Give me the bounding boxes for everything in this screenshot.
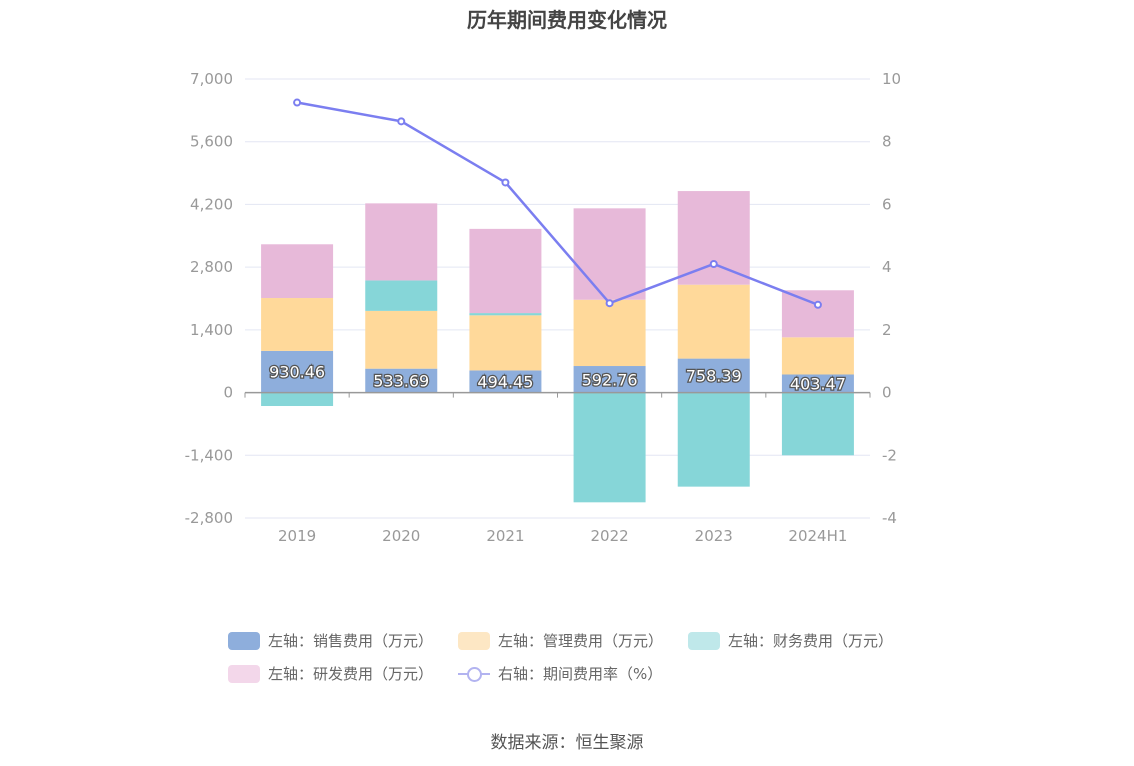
- bar-segment: [781, 374, 854, 393]
- data-label: 592.76: [582, 370, 638, 389]
- x-axis-tick-label: 2023: [695, 527, 733, 545]
- bar-segment: [261, 298, 334, 351]
- rate-point: [813, 300, 822, 309]
- left-axis-tick-label: 1,400: [190, 321, 233, 339]
- legend-label: 左轴：销售费用（万元）: [268, 632, 434, 650]
- legend-line-marker-icon: [458, 665, 490, 683]
- grid-layer: [245, 78, 870, 519]
- rate-line: [296, 101, 819, 306]
- data-label: 930.46: [269, 363, 325, 382]
- bar-segment: [677, 392, 750, 487]
- legend-label: 左轴：管理费用（万元）: [498, 632, 664, 650]
- bar-segment: [261, 392, 334, 407]
- bar-segment: [573, 299, 646, 367]
- legend-item[interactable]: 右轴：期间费用率（%）: [458, 663, 662, 684]
- data-label: 494.45: [477, 372, 533, 391]
- legend-item[interactable]: 左轴：管理费用（万元）: [458, 630, 663, 651]
- zero-axis-layer: [244, 391, 871, 398]
- bar-segment: [573, 208, 646, 300]
- axis-label-layer: 7,000 5,600 4,200 2,800 1,400 0 -1,400 -2,800 10…: [185, 70, 901, 545]
- right-axis-tick-label: 6: [882, 195, 892, 213]
- bar-segment: [469, 370, 542, 393]
- legend-swatch-icon: [458, 631, 490, 650]
- legend-swatch-icon: [688, 631, 720, 650]
- bar-segment: [677, 191, 750, 285]
- x-axis-tick-label: 2019: [278, 527, 316, 545]
- left-axis-tick-label: -2,800: [185, 509, 233, 527]
- legend-item[interactable]: 左轴：财务费用（万元）: [688, 630, 893, 651]
- bar-segment: [781, 337, 854, 375]
- right-axis-tick-label: 2: [882, 321, 892, 339]
- left-axis-tick-label: 4,200: [190, 195, 233, 213]
- bar-segment: [365, 203, 438, 281]
- legend-swatch-icon: [228, 664, 260, 683]
- data-label: 533.69: [373, 372, 429, 391]
- x-axis-tick-label: 2021: [486, 527, 524, 545]
- right-axis-tick-label: -4: [882, 509, 897, 527]
- x-axis-tick-label: 2020: [382, 527, 420, 545]
- data-label: 403.47: [790, 375, 846, 394]
- left-axis-tick-label: 5,600: [190, 133, 233, 151]
- bar-segment: [469, 315, 542, 371]
- chart-canvas: 930.46 533.69 494.45 592.76 758.39 403.47 7,0…: [185, 70, 901, 545]
- right-axis-tick-label: 10: [882, 70, 901, 88]
- right-axis-tick-label: 4: [882, 258, 892, 276]
- bar-segment: [573, 392, 646, 503]
- bar-segment: [677, 284, 750, 359]
- left-axis-tick-label: 0: [223, 384, 233, 402]
- bar-segment: [261, 350, 334, 393]
- bar-segment: [781, 290, 854, 338]
- bar-segment: [261, 244, 334, 299]
- rate-point: [397, 117, 406, 126]
- bar-segment: [365, 310, 438, 369]
- legend-item[interactable]: 左轴：研发费用（万元）: [228, 663, 433, 684]
- bar-segment: [781, 392, 854, 456]
- source-note: 数据来源：恒生聚源: [490, 733, 644, 753]
- legend-label: 左轴：财务费用（万元）: [728, 632, 894, 650]
- bar-segment: [365, 280, 438, 311]
- right-axis-tick-label: -2: [882, 446, 897, 464]
- data-label-layer: 930.46 533.69 494.45 592.76 758.39 403.47: [268, 361, 847, 394]
- bar-segment: [469, 313, 542, 316]
- rate-point: [293, 98, 302, 107]
- bar-segment: [365, 368, 438, 393]
- left-axis-tick-label: 7,000: [190, 70, 233, 88]
- chart-title: 历年期间费用变化情况: [467, 8, 667, 32]
- x-axis-tick-label: 2024H1: [788, 527, 847, 545]
- data-label: 758.39: [686, 367, 742, 386]
- left-axis-tick-label: 2,800: [190, 258, 233, 276]
- right-axis-tick-label: 0: [882, 384, 892, 402]
- rate-point: [501, 178, 510, 187]
- x-axis-tick-label: 2022: [590, 527, 628, 545]
- left-axis-tick-label: -1,400: [185, 446, 233, 464]
- bar-layer: [261, 191, 854, 503]
- legend-label: 左轴：研发费用（万元）: [268, 665, 434, 683]
- rate-point: [605, 299, 614, 308]
- line-layer: [293, 98, 822, 309]
- right-axis-tick-label: 8: [882, 133, 892, 151]
- legend-label: 右轴：期间费用率（%）: [498, 665, 663, 683]
- legend-item[interactable]: 左轴：销售费用（万元）: [228, 630, 433, 651]
- bar-segment: [469, 228, 542, 314]
- bar-segment: [573, 366, 646, 393]
- legend-swatch-icon: [228, 631, 260, 650]
- bar-segment: [677, 358, 750, 393]
- rate-point: [709, 260, 718, 269]
